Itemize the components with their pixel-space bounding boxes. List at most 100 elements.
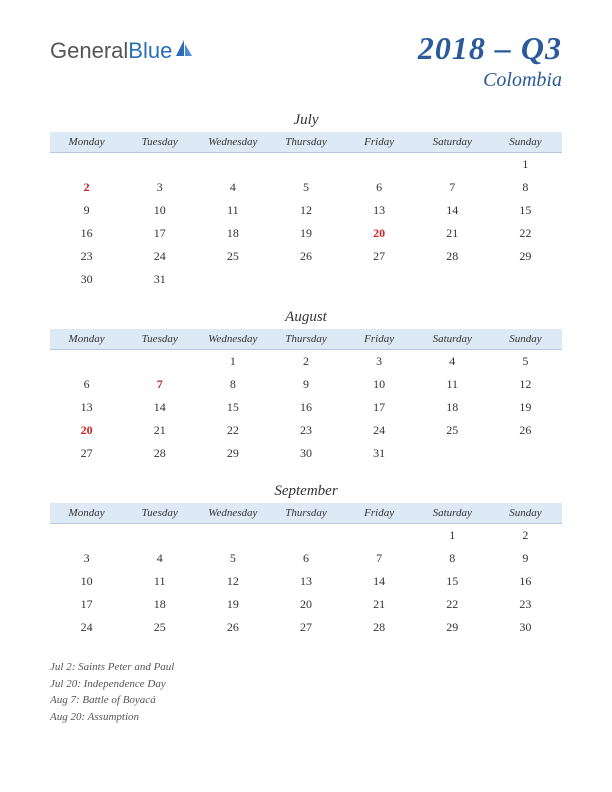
day-cell: 29 [416, 616, 489, 639]
day-cell: 28 [123, 442, 196, 465]
table-row: 6789101112 [50, 373, 562, 396]
day-cell: 8 [416, 547, 489, 570]
day-cell [196, 268, 269, 291]
day-cell: 15 [196, 396, 269, 419]
table-row: 23242526272829 [50, 245, 562, 268]
table-row: 3456789 [50, 547, 562, 570]
day-cell: 19 [196, 593, 269, 616]
month-name: August [50, 309, 562, 326]
title-main: 2018 – Q3 [418, 30, 562, 67]
day-cell: 18 [416, 396, 489, 419]
day-cell: 6 [50, 373, 123, 396]
day-cell: 27 [269, 616, 342, 639]
day-cell: 4 [123, 547, 196, 570]
day-cell: 3 [123, 176, 196, 199]
logo-text-blue: Blue [128, 38, 172, 64]
month-block: August MondayTuesdayWednesdayThursdayFrid… [50, 309, 562, 465]
day-header: Wednesday [196, 329, 269, 350]
calendar-table: MondayTuesdayWednesdayThursdayFridaySatu… [50, 329, 562, 465]
day-cell [123, 350, 196, 374]
day-cell: 20 [269, 593, 342, 616]
table-row: 10111213141516 [50, 570, 562, 593]
day-cell [489, 442, 562, 465]
month-block: September MondayTuesdayWednesdayThursdayF… [50, 483, 562, 639]
day-header: Saturday [416, 132, 489, 153]
day-header: Tuesday [123, 503, 196, 524]
day-cell: 5 [269, 176, 342, 199]
day-cell: 27 [343, 245, 416, 268]
day-cell: 16 [50, 222, 123, 245]
day-cell: 15 [416, 570, 489, 593]
day-cell: 18 [196, 222, 269, 245]
table-row: 2345678 [50, 176, 562, 199]
day-header: Sunday [489, 132, 562, 153]
day-cell: 10 [50, 570, 123, 593]
table-row: 9101112131415 [50, 199, 562, 222]
day-cell [343, 268, 416, 291]
holiday-notes: Jul 2: Saints Peter and PaulJul 20: Inde… [50, 659, 562, 725]
day-cell [196, 153, 269, 177]
day-cell: 9 [50, 199, 123, 222]
day-header: Friday [343, 329, 416, 350]
day-cell [196, 524, 269, 548]
day-cell: 11 [123, 570, 196, 593]
day-header: Monday [50, 329, 123, 350]
day-cell [489, 268, 562, 291]
day-cell: 7 [343, 547, 416, 570]
table-row: 12345 [50, 350, 562, 374]
day-header: Thursday [269, 329, 342, 350]
day-header: Thursday [269, 132, 342, 153]
day-cell: 13 [269, 570, 342, 593]
table-row: 2728293031 [50, 442, 562, 465]
day-cell [50, 153, 123, 177]
title-sub: Colombia [418, 69, 562, 92]
day-cell: 2 [489, 524, 562, 548]
day-cell: 18 [123, 593, 196, 616]
table-row: 3031 [50, 268, 562, 291]
table-row: 1 [50, 153, 562, 177]
day-cell: 20 [343, 222, 416, 245]
day-cell: 5 [196, 547, 269, 570]
day-cell: 14 [343, 570, 416, 593]
day-cell [50, 524, 123, 548]
day-cell: 11 [416, 373, 489, 396]
calendar-table: MondayTuesdayWednesdayThursdayFridaySatu… [50, 503, 562, 639]
day-header: Monday [50, 503, 123, 524]
month-name: September [50, 483, 562, 500]
calendar-table: MondayTuesdayWednesdayThursdayFridaySatu… [50, 132, 562, 291]
day-cell [416, 442, 489, 465]
day-header: Tuesday [123, 132, 196, 153]
day-cell [269, 268, 342, 291]
day-header: Saturday [416, 503, 489, 524]
day-cell: 13 [343, 199, 416, 222]
day-cell: 21 [123, 419, 196, 442]
day-cell: 10 [123, 199, 196, 222]
day-cell: 13 [50, 396, 123, 419]
day-cell: 2 [50, 176, 123, 199]
day-cell: 22 [489, 222, 562, 245]
day-cell: 9 [489, 547, 562, 570]
header: GeneralBlue 2018 – Q3 Colombia [50, 30, 562, 92]
day-cell: 14 [416, 199, 489, 222]
day-cell: 16 [269, 396, 342, 419]
day-cell: 3 [343, 350, 416, 374]
day-cell: 29 [196, 442, 269, 465]
day-cell: 8 [489, 176, 562, 199]
day-cell: 24 [343, 419, 416, 442]
table-row: 16171819202122 [50, 222, 562, 245]
day-cell: 1 [196, 350, 269, 374]
day-header: Wednesday [196, 503, 269, 524]
table-row: 17181920212223 [50, 593, 562, 616]
day-header: Friday [343, 503, 416, 524]
day-cell: 15 [489, 199, 562, 222]
day-cell: 20 [50, 419, 123, 442]
day-cell: 19 [269, 222, 342, 245]
day-cell: 12 [269, 199, 342, 222]
day-cell: 23 [489, 593, 562, 616]
day-cell [269, 524, 342, 548]
month-block: JulyMondayTuesdayWednesdayThursdayFriday… [50, 112, 562, 291]
day-cell: 27 [50, 442, 123, 465]
day-cell: 26 [196, 616, 269, 639]
day-cell: 7 [123, 373, 196, 396]
day-header: Friday [343, 132, 416, 153]
